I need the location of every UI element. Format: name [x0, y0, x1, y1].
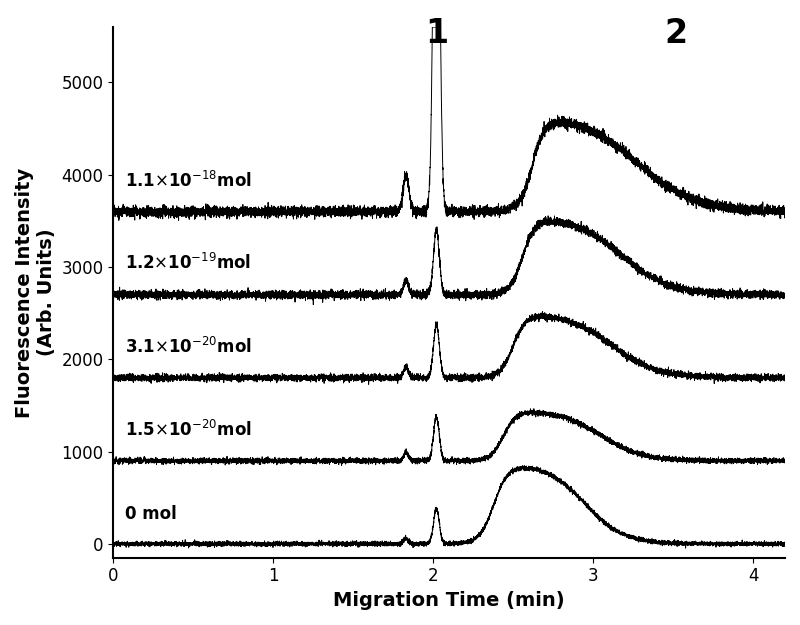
X-axis label: Migration Time (min): Migration Time (min)	[334, 591, 565, 610]
Y-axis label: Fluorescence Intensity
(Arb. Units): Fluorescence Intensity (Arb. Units)	[15, 168, 56, 418]
Text: 1.5$\times$10$^{-20}$mol: 1.5$\times$10$^{-20}$mol	[125, 419, 251, 439]
Text: 1.1$\times$10$^{-18}$mol: 1.1$\times$10$^{-18}$mol	[125, 171, 251, 191]
Text: 3.1$\times$10$^{-20}$mol: 3.1$\times$10$^{-20}$mol	[125, 336, 251, 356]
Text: 0 mol: 0 mol	[125, 504, 176, 522]
Text: 1.2$\times$10$^{-19}$mol: 1.2$\times$10$^{-19}$mol	[125, 253, 250, 274]
Text: 1: 1	[425, 17, 448, 50]
Text: 2: 2	[665, 17, 688, 50]
